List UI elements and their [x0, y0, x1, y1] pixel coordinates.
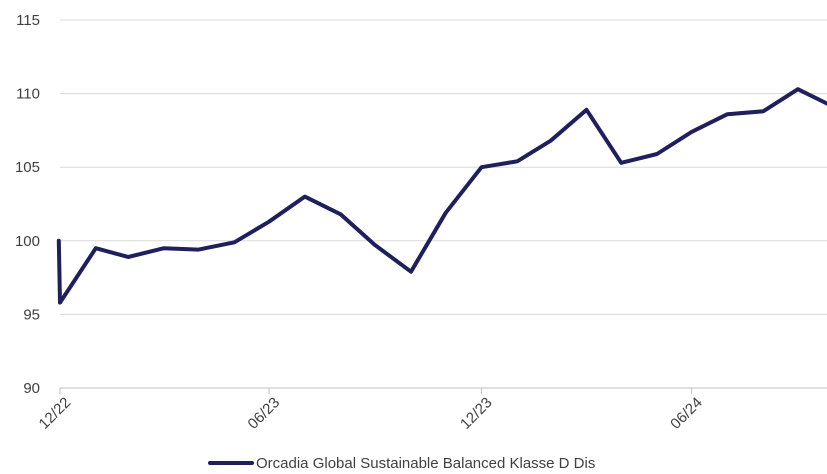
y-tick-label: 95 — [23, 306, 40, 323]
x-tick-label: 12/23 — [457, 394, 496, 433]
gridlines — [60, 19, 827, 315]
legend: Orcadia Global Sustainable Balanced Klas… — [208, 452, 595, 474]
legend-label: Orcadia Global Sustainable Balanced Klas… — [256, 454, 596, 472]
legend-swatch — [208, 461, 254, 465]
series-line — [56, 87, 827, 305]
x-tick-label: 12/22 — [36, 394, 75, 433]
y-tick-label: 100 — [15, 233, 40, 250]
x-axis-ticks: 12/22 06/23 12/23 06/24 — [36, 388, 706, 433]
y-tick-label: 105 — [15, 159, 40, 176]
x-tick-label: 06/23 — [245, 394, 284, 433]
y-tick-label: 110 — [16, 86, 40, 103]
y-tick-label: 115 — [16, 12, 40, 29]
y-tick-label: 90 — [23, 380, 40, 397]
y-axis-ticks: 90 95 100 105 110 115 — [15, 12, 40, 397]
x-tick-label: 06/24 — [667, 394, 706, 433]
